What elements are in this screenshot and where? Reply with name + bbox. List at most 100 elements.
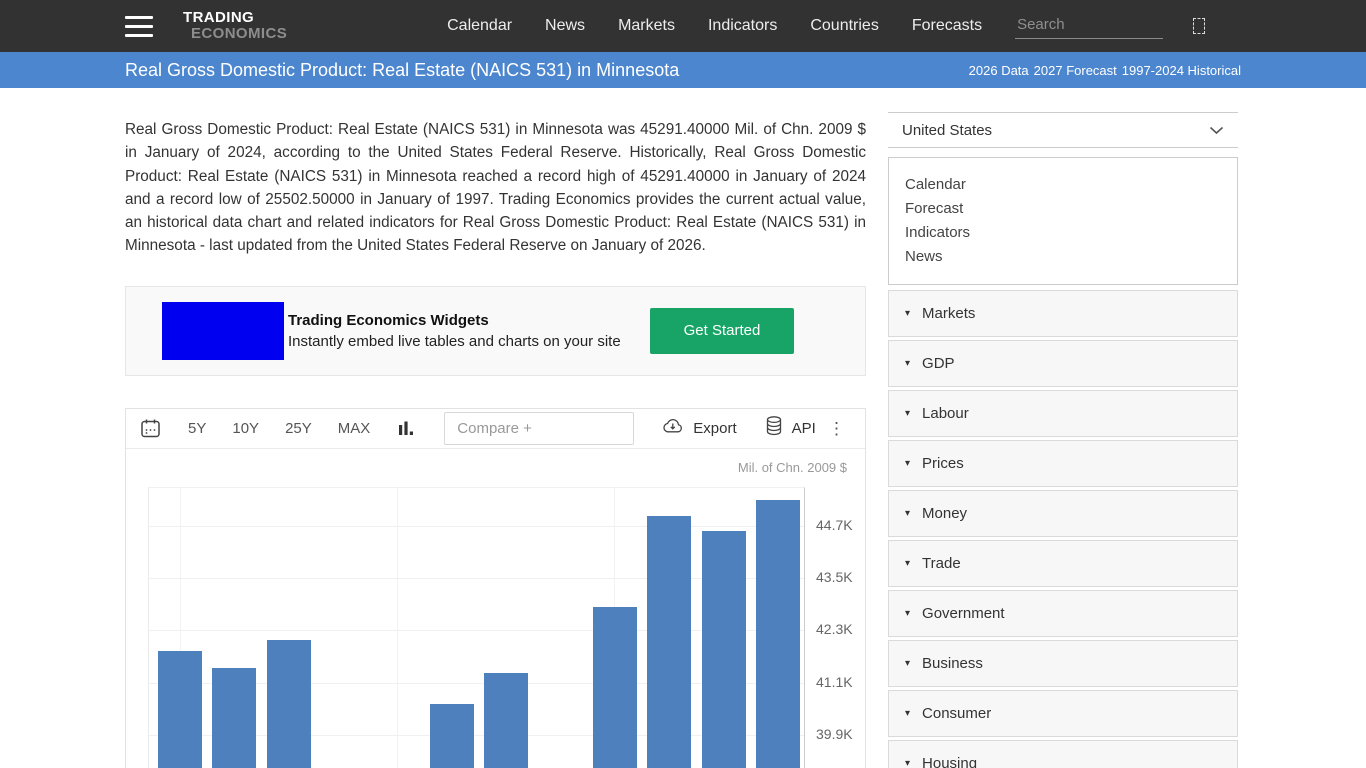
title-meta-link[interactable]: 2027 Forecast <box>1033 62 1117 78</box>
chart-hgridline <box>149 630 804 632</box>
nav-item-calendar[interactable]: Calendar <box>447 17 513 34</box>
api-label: API <box>791 419 816 437</box>
chart-bar <box>212 668 257 768</box>
sidebar-section-label: Consumer <box>922 705 992 722</box>
chart-bar <box>158 650 202 768</box>
y-axis-tick-label: 44.7K <box>816 516 853 533</box>
sidebar-section-label: Markets <box>922 305 976 322</box>
logo-line1: TRADING <box>183 8 255 26</box>
site-logo[interactable]: TRADING ECONOMICS <box>183 8 288 43</box>
get-started-button[interactable]: Get Started <box>650 307 794 354</box>
triangle-down-icon: ▾ <box>905 308 911 319</box>
nav-item-countries[interactable]: Countries <box>810 17 879 34</box>
database-icon <box>764 415 784 441</box>
sidebar-section-housing[interactable]: ▾ Housing <box>888 740 1238 768</box>
search-input[interactable] <box>1015 13 1164 39</box>
top-header: TRADING ECONOMICS Calendar News Markets Ind… <box>0 0 1366 52</box>
sidebar-section-money[interactable]: ▾ Money <box>888 490 1238 537</box>
range-button-max[interactable]: MAX <box>337 419 371 437</box>
main-nav: Calendar News Markets Indicators Countries Fo… <box>447 17 982 35</box>
export-label: Export <box>693 419 737 437</box>
chart-bar <box>755 499 800 768</box>
triangle-down-icon: ▾ <box>905 358 911 369</box>
sidebar-section-label: Housing <box>922 755 978 768</box>
range-buttons: 5Y 10Y 25Y MAX <box>188 420 370 437</box>
article-text: Real Gross Domestic Product: Real Estate… <box>125 121 866 255</box>
triangle-down-icon: ▾ <box>905 608 911 619</box>
sidebar-section-markets[interactable]: ▾ Markets <box>888 290 1238 337</box>
chart-hgridline <box>149 682 804 684</box>
sidebar-links-box: Calendar Forecast Indicators News <box>888 157 1238 285</box>
y-axis-tick-label: 43.5K <box>816 569 853 586</box>
title-meta-links: 2026 Data 2027 Forecast 1997-2024 Historic… <box>969 63 1241 78</box>
sidebar-link-calendar[interactable]: Calendar <box>905 176 966 193</box>
compare-input[interactable] <box>444 411 635 445</box>
sidebar-section-label: GDP <box>922 355 955 372</box>
sidebar-link-forecast[interactable]: Forecast <box>905 200 964 217</box>
api-button[interactable]: API <box>764 415 816 441</box>
sidebar-section-government[interactable]: ▾ Government <box>888 590 1238 637</box>
chart-plot-wrap: 44.7K 43.5K 42.3K 41.1K 39.9K <box>148 486 865 768</box>
sidebar-section-gdp[interactable]: ▾ GDP <box>888 340 1238 387</box>
title-meta-link[interactable]: 2026 Data <box>968 62 1029 78</box>
chart-hgridline <box>149 578 804 580</box>
chart-bar <box>701 530 746 768</box>
calendar-icon[interactable] <box>140 418 161 439</box>
promo-title: Trading Economics Widgets <box>288 311 489 329</box>
triangle-down-icon: ▾ <box>905 758 911 768</box>
page-title-bar: Real Gross Domestic Product: Real Estate… <box>0 52 1366 88</box>
nav-item-markets[interactable]: Markets <box>618 17 675 34</box>
sidebar-section-label: Money <box>922 505 968 522</box>
triangle-down-icon: ▾ <box>905 658 911 669</box>
cloud-download-icon <box>661 416 685 440</box>
title-meta-link[interactable]: 1997-2024 Historical <box>1121 62 1241 78</box>
nav-item-news[interactable]: News <box>545 17 586 34</box>
y-axis-tick-label: 39.9K <box>816 726 853 743</box>
sidebar-link-indicators[interactable]: Indicators <box>905 224 971 241</box>
logo-line2: ECONOMICS <box>191 25 288 42</box>
sidebar-section-consumer[interactable]: ▾ Consumer <box>888 690 1238 737</box>
menu-icon[interactable] <box>125 15 153 37</box>
nav-item-indicators[interactable]: Indicators <box>707 17 778 34</box>
promo-subtitle: Instantly embed live tables and charts o… <box>288 332 621 350</box>
range-button-25y[interactable]: 25Y <box>285 419 312 437</box>
sidebar-section-label: Business <box>922 655 983 672</box>
more-options-icon[interactable]: ⋮ <box>828 418 845 438</box>
range-button-5y[interactable]: 5Y <box>188 419 207 437</box>
chart-bar <box>647 515 692 768</box>
sidebar: United States Calendar Forecast Indicators… <box>888 88 1238 768</box>
sidebar-section-prices[interactable]: ▾ Prices <box>888 440 1238 487</box>
chart-bar <box>592 607 637 768</box>
triangle-down-icon: ▾ <box>905 408 911 419</box>
chevron-down-icon <box>1209 126 1224 135</box>
sidebar-section-trade[interactable]: ▾ Trade <box>888 540 1238 587</box>
y-axis-tick-label: 42.3K <box>816 621 853 638</box>
sidebar-section-label: Trade <box>922 555 961 572</box>
y-axis-tick-label: 41.1K <box>816 673 853 690</box>
widgets-promo-banner: Trading Economics Widgets Instantly embe… <box>125 285 866 376</box>
range-button-10y[interactable]: 10Y <box>232 419 260 437</box>
promo-image <box>162 301 284 360</box>
chart-bar <box>266 639 311 768</box>
chart-vgridline <box>180 487 181 768</box>
flag-placeholder-icon <box>1193 18 1206 34</box>
sidebar-accordion: ▾ Markets ▾ GDP ▾ Labour ▾ Prices ▾ Money ▾ Trade ▾ G… <box>888 290 1238 768</box>
chart-type-icon[interactable] <box>398 419 414 437</box>
chart-bar <box>429 703 474 768</box>
triangle-down-icon: ▾ <box>905 508 911 519</box>
country-select-value: United States <box>902 121 993 139</box>
triangle-down-icon: ▾ <box>905 708 911 719</box>
triangle-down-icon: ▾ <box>905 458 911 469</box>
sidebar-section-labour[interactable]: ▾ Labour <box>888 390 1238 437</box>
chart-unit-label: Mil. of Chn. 2009 $ <box>737 460 847 476</box>
chart-plot <box>148 486 805 768</box>
country-select[interactable]: United States <box>888 112 1238 148</box>
sidebar-link-news[interactable]: News <box>905 248 943 265</box>
export-button[interactable]: Export <box>661 416 737 440</box>
sidebar-section-business[interactable]: ▾ Business <box>888 640 1238 687</box>
nav-item-forecasts[interactable]: Forecasts <box>911 17 983 34</box>
page-title: Real Gross Domestic Product: Real Estate… <box>125 59 680 80</box>
chart-bar <box>484 672 529 768</box>
